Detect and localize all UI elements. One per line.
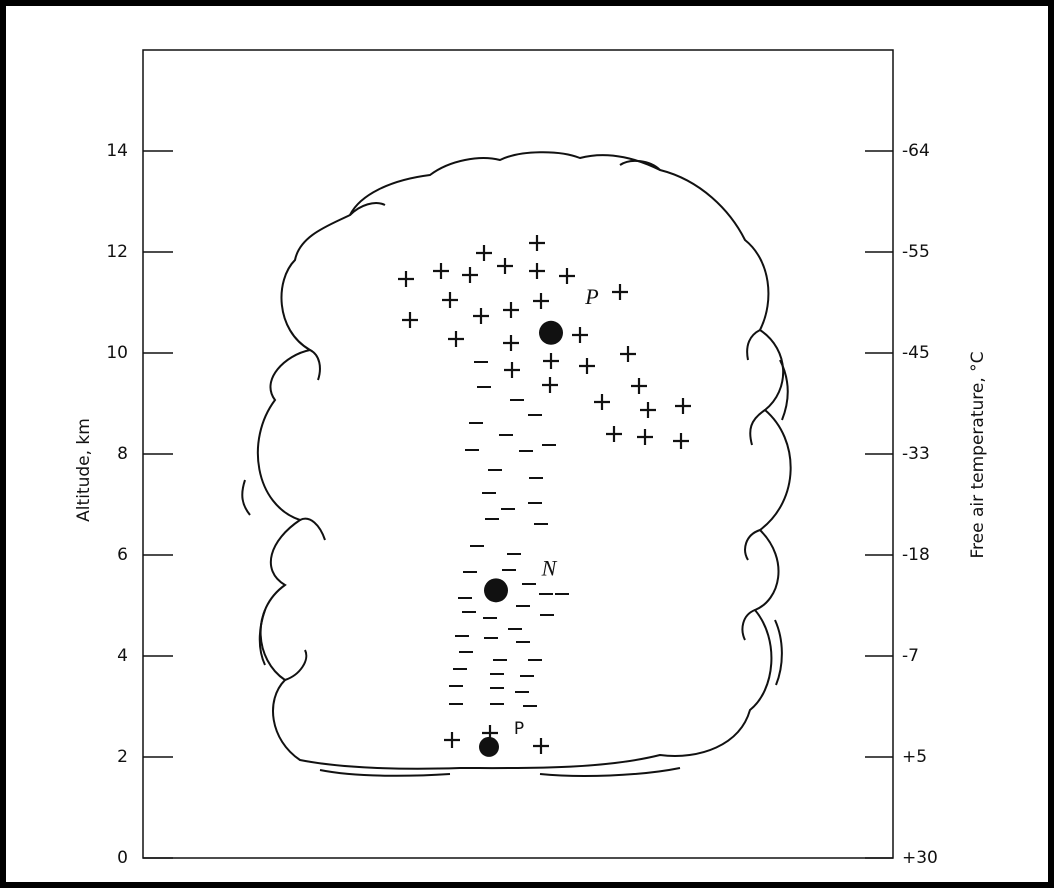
plus-sign <box>631 378 647 394</box>
charge-center-label: P <box>584 284 598 309</box>
plus-sign <box>606 426 622 442</box>
plus-sign <box>572 327 588 343</box>
plus-sign <box>442 292 458 308</box>
cloud <box>256 151 792 770</box>
plus-sign <box>402 312 418 328</box>
y-tick-label: 0 <box>117 848 128 868</box>
plus-sign <box>529 263 545 279</box>
plus-sign <box>612 284 628 300</box>
plus-sign <box>637 429 653 445</box>
y-tick-label: 6 <box>117 545 128 565</box>
plus-sign <box>529 235 545 251</box>
charge-center-label: P <box>514 719 524 739</box>
y2-tick-label: +5 <box>902 747 927 767</box>
plus-sign <box>579 358 595 374</box>
plus-sign <box>675 398 691 414</box>
y2-axis-label: Free air temperature, °C <box>968 351 988 558</box>
plus-sign <box>620 346 636 362</box>
plus-sign <box>594 394 610 410</box>
plus-sign <box>543 353 559 369</box>
y2-tick-label: -7 <box>902 646 919 666</box>
plus-sign <box>476 245 492 261</box>
y2-tick-label: -18 <box>902 545 930 565</box>
y2-tick-label: -64 <box>902 141 930 161</box>
y-axis-label: Altitude, km <box>74 418 94 522</box>
y2-tick-label: -33 <box>902 444 930 464</box>
plus-sign <box>533 738 549 754</box>
y-tick-label: 12 <box>106 242 128 262</box>
plus-sign <box>559 268 575 284</box>
plus-sign <box>462 267 478 283</box>
plus-sign <box>503 302 519 318</box>
y2-tick-label: -55 <box>902 242 930 262</box>
y-tick-label: 8 <box>117 444 128 464</box>
charge-center-label: N <box>541 555 558 580</box>
charge-center <box>479 736 499 757</box>
y-tick-label: 4 <box>117 646 128 666</box>
plus-sign <box>444 732 460 748</box>
plus-sign <box>433 263 449 279</box>
plus-sign <box>497 258 513 274</box>
plus-sign <box>398 271 414 287</box>
plus-sign <box>504 362 520 378</box>
y2-tick-label: -45 <box>902 343 930 363</box>
y-tick-label: 10 <box>106 343 128 363</box>
plus-sign <box>640 402 656 418</box>
plus-sign <box>473 308 489 324</box>
y-tick-label: 2 <box>117 747 128 767</box>
plus-sign <box>542 377 558 393</box>
y2-tick-label: +30 <box>902 848 938 868</box>
plus-sign <box>673 433 689 449</box>
plus-sign <box>448 331 464 347</box>
charge-center <box>484 578 508 603</box>
y-tick-label: 14 <box>106 141 128 161</box>
charge-center <box>539 320 563 345</box>
plus-sign <box>503 335 519 351</box>
cloud-detail <box>241 159 789 777</box>
plus-sign <box>533 293 549 309</box>
charge-marks: P N P <box>398 235 691 757</box>
